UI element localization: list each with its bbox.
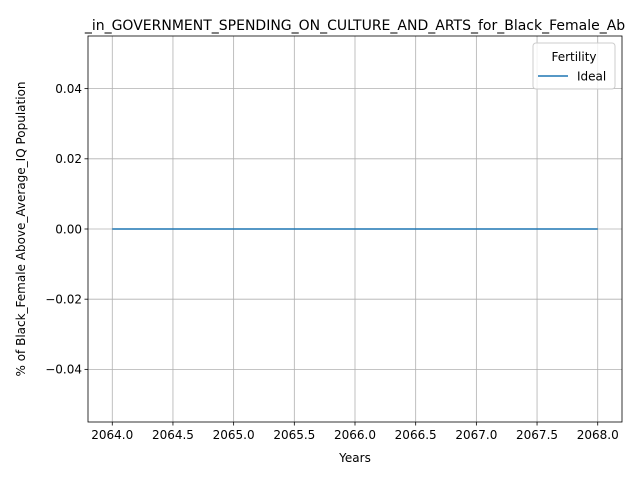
x-tick-label: 2065.0 — [213, 428, 255, 442]
x-tick-label: 2067.5 — [516, 428, 558, 442]
x-tick-label: 2068.0 — [577, 428, 619, 442]
x-tick-label: 2064.5 — [152, 428, 194, 442]
x-axis-ticks: 2064.0 2064.5 2065.0 2065.5 2066.0 2066.5 2067… — [91, 422, 619, 442]
y-axis-label: % of Black_Female Above_Average_IQ Popul… — [14, 81, 28, 376]
x-axis-label: Years — [338, 451, 371, 465]
y-tick-label: −0.04 — [45, 363, 82, 377]
legend-title: Fertility — [551, 50, 596, 64]
y-tick-label: 0.02 — [55, 152, 82, 166]
x-tick-label: 2065.5 — [273, 428, 315, 442]
x-tick-label: 2067.0 — [455, 428, 497, 442]
x-tick-label: 2064.0 — [91, 428, 133, 442]
y-axis-ticks: 0.04 0.02 0.00 −0.02 −0.04 — [45, 82, 88, 377]
legend-label-ideal: Ideal — [577, 70, 606, 84]
chart-title: _in_GOVERNMENT_SPENDING_ON_CULTURE_AND_A… — [84, 18, 625, 34]
legend: Fertility Ideal — [532, 42, 616, 90]
legend-box — [532, 42, 616, 90]
y-tick-label: 0.00 — [55, 222, 82, 236]
y-tick-label: −0.02 — [45, 292, 82, 306]
x-tick-label: 2066.5 — [395, 428, 437, 442]
x-tick-label: 2066.0 — [334, 428, 376, 442]
y-tick-label: 0.04 — [55, 82, 82, 96]
